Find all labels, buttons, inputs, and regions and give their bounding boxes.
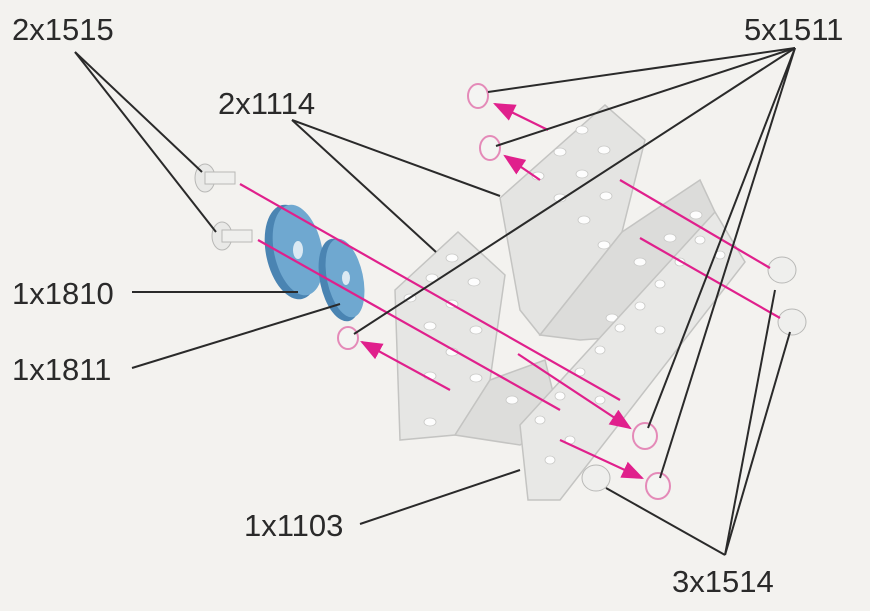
bolt-short-3: [581, 464, 611, 492]
bolt-long-lower: [211, 221, 253, 251]
label-gear-large: 1x1810: [12, 276, 114, 311]
label-bolts-short: 3x1514: [672, 564, 774, 599]
gear-large: [264, 204, 324, 300]
bolt-short-1: [767, 256, 797, 284]
nuts: [337, 83, 671, 500]
label-bolts-long: 2x1515: [12, 12, 114, 47]
label-gear-small: 1x1811: [12, 352, 112, 387]
gear-small: [318, 238, 365, 322]
label-nuts: 5x1511: [744, 12, 844, 47]
label-flat-plate: 1x1103: [244, 508, 344, 543]
assembly-arrows: [239, 103, 781, 479]
leader-lines: [74, 47, 796, 556]
nut-bottom-1: [632, 422, 658, 450]
bolt-long-upper: [194, 163, 236, 193]
bolt-short-2: [777, 308, 807, 336]
nut-top-1: [467, 83, 489, 109]
bolts-short: [581, 256, 807, 492]
nut-bottom-2: [645, 472, 671, 500]
flat-plate: [519, 210, 746, 501]
nut-top-2: [479, 135, 501, 161]
label-angle-plates: 2x1114: [218, 86, 316, 121]
nut-center: [337, 326, 359, 350]
